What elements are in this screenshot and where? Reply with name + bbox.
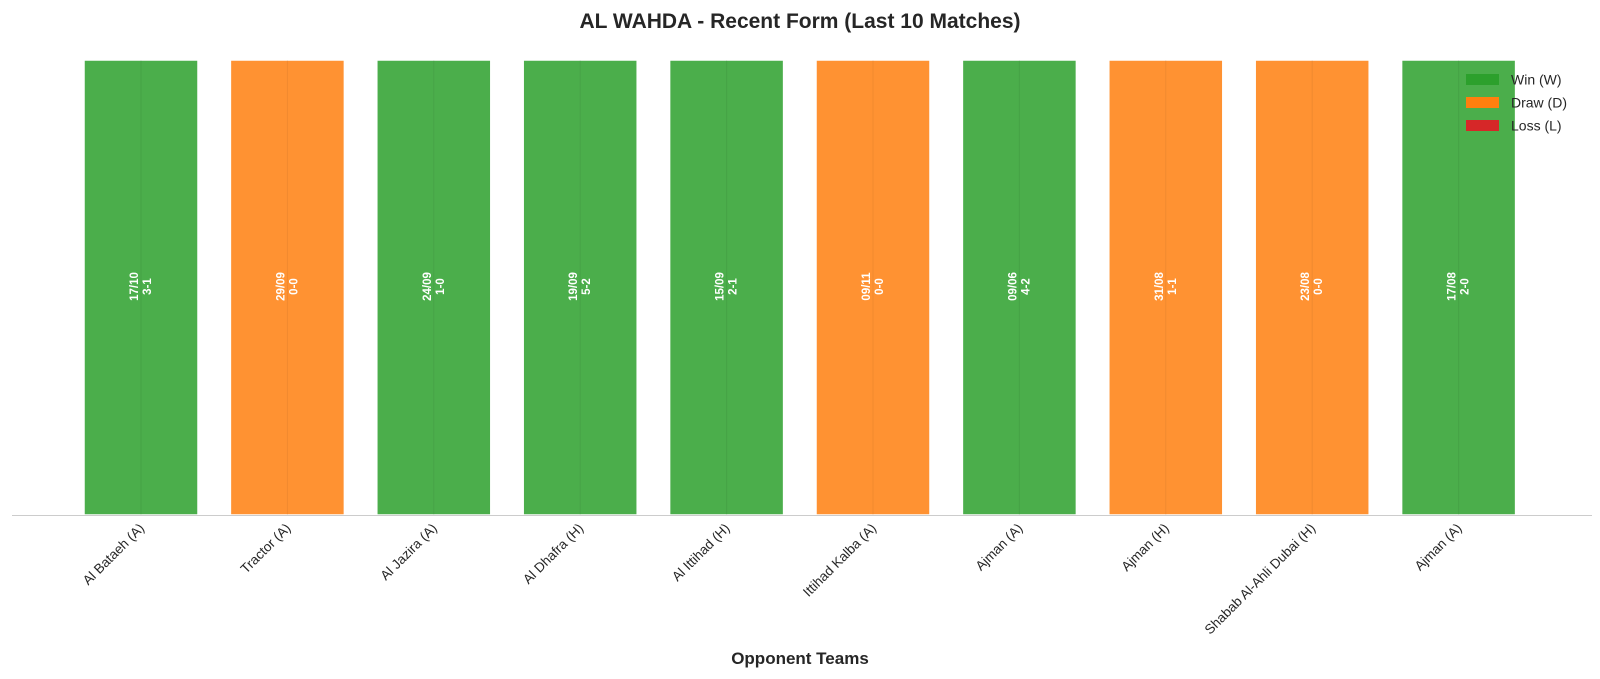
bar-data-label: 15/092-1	[715, 272, 740, 301]
chart-title: AL WAHDA - Recent Form (Last 10 Matches)	[579, 10, 1020, 33]
bar-score-label: 1-1	[1167, 278, 1179, 295]
bar-data-label: 24/091-0	[422, 272, 447, 301]
legend: Win (W) Draw (D) Loss (L)	[1466, 72, 1567, 134]
bar-date-label: 19/09	[568, 272, 580, 301]
bar-score-label: 5-2	[581, 278, 593, 295]
bar-score-label: 2-0	[1460, 278, 1472, 295]
legend-swatch-d	[1466, 97, 1499, 108]
bar-7	[961, 59, 1078, 516]
bar-3	[376, 59, 492, 516]
bar-8	[1108, 59, 1224, 516]
bar-date-label: 31/08	[1154, 272, 1166, 301]
x-tick-label: Shabab Al-Ahli Dubai (H)	[1202, 521, 1319, 638]
x-tick-label: Ajman (A)	[972, 521, 1025, 574]
bar-9	[1254, 59, 1370, 516]
bar-data-label: 17/082-0	[1447, 272, 1472, 301]
bar-data-label: 23/080-0	[1300, 272, 1325, 301]
bar-date-label: 15/09	[715, 272, 727, 301]
bar-date-label: 09/11	[861, 272, 873, 301]
x-tick-label: Tractor (A)	[238, 521, 294, 577]
legend-swatch-l	[1466, 120, 1499, 131]
x-tick-label: Al Ittihad (H)	[669, 521, 733, 585]
bar-score-label: 0-0	[874, 278, 886, 295]
bar-data-label: 17/103-1	[129, 272, 154, 301]
legend-swatch-w	[1466, 74, 1499, 85]
bar-date-label: 17/10	[129, 272, 141, 301]
x-tick-label: Ajman (H)	[1118, 521, 1172, 575]
bar-score-label: 2-1	[728, 278, 740, 295]
bar-score-label: 1-0	[435, 278, 447, 295]
bar-date-label: 23/08	[1300, 272, 1312, 301]
x-tick-label: Al Dhafra (H)	[520, 521, 586, 587]
bar-score-label: 0-0	[1313, 278, 1325, 295]
bar-6	[815, 59, 931, 516]
bar-date-label: 29/09	[275, 272, 287, 301]
x-tick-label: Ajman (A)	[1412, 521, 1465, 574]
bar-date-label: 24/09	[422, 272, 434, 301]
x-tick-label: Al Bataeh (A)	[80, 521, 147, 588]
bar-score-label: 4-2	[1020, 278, 1032, 295]
bar-2	[229, 59, 346, 516]
x-axis-label: Opponent Teams	[731, 649, 869, 668]
bar-data-label: 19/095-2	[568, 272, 593, 301]
bars-layer: 17/103-1 29/090-0 24/091-0 19/095-2 15/092-1…	[83, 59, 1517, 516]
x-tick-label: Al Jazira (A)	[377, 521, 440, 584]
bar-date-label: 17/08	[1447, 272, 1459, 301]
bar-score-label: 3-1	[142, 278, 154, 295]
bar-10	[1400, 59, 1517, 516]
bar-data-label: 31/081-1	[1154, 272, 1179, 301]
x-tick-label: Ittihad Kalba (A)	[800, 521, 879, 600]
x-tick-labels: Al Bataeh (A) Tractor (A) Al Jazira (A) Al …	[80, 521, 1465, 638]
bar-1	[83, 59, 199, 516]
legend-label-l: Loss (L)	[1511, 118, 1562, 134]
legend-label-d: Draw (D)	[1511, 95, 1567, 111]
bar-data-label: 29/090-0	[275, 272, 300, 301]
bar-data-label: 09/110-0	[861, 272, 886, 301]
bar-date-label: 09/06	[1007, 272, 1019, 301]
bar-data-label: 09/064-2	[1007, 272, 1032, 301]
legend-label-w: Win (W)	[1511, 72, 1562, 88]
bar-score-label: 0-0	[288, 278, 300, 295]
